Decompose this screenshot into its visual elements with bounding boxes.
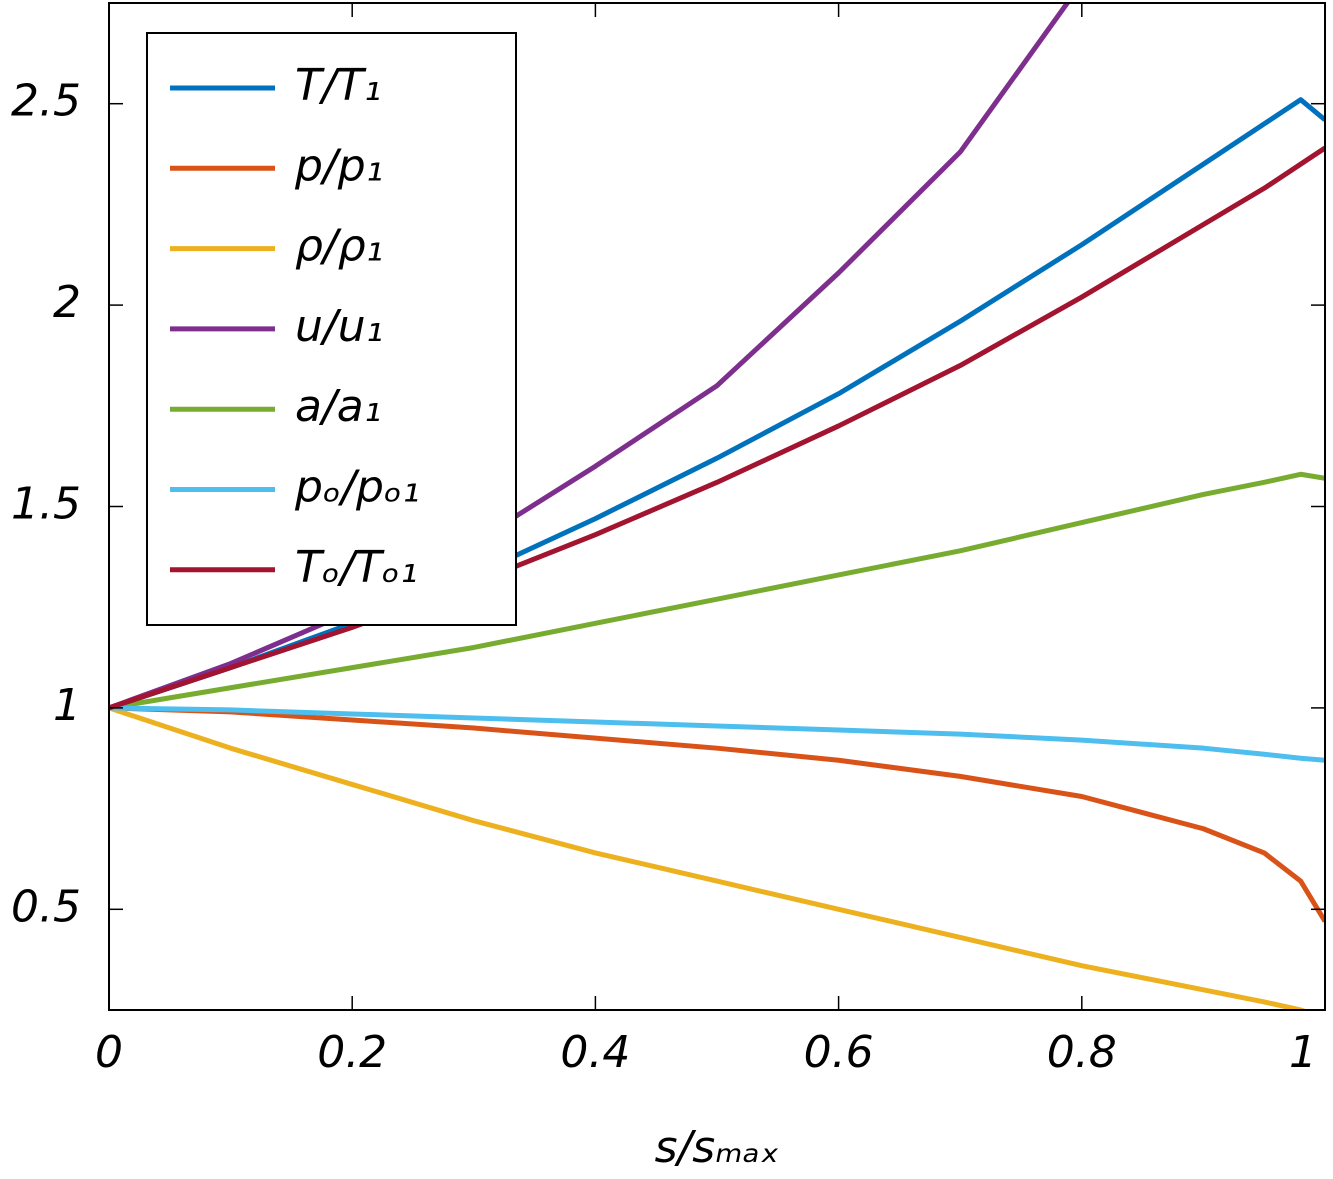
y-tick-label: 2: [53, 277, 81, 328]
x-tick-label: 0.2: [317, 1027, 387, 1078]
y-tick-label: 1.5: [11, 479, 81, 530]
y-tick-label: 1: [53, 680, 81, 731]
x-axis-label: s/sₘₐₓ: [655, 1122, 780, 1173]
legend-label: pₒ/pₒ₁: [294, 462, 420, 513]
y-tick-label: 2.5: [11, 76, 81, 127]
series-line: [109, 705, 1325, 923]
legend-label: ρ/ρ₁: [295, 221, 383, 272]
y-tick-label: 0.5: [11, 881, 81, 932]
legend-label: Tₒ/Tₒ₁: [295, 542, 418, 593]
x-tick-label: 0.8: [1047, 1027, 1117, 1078]
x-tick-label: 0.6: [804, 1027, 874, 1078]
legend-label: T/T₁: [295, 60, 381, 111]
x-tick-label: 0.4: [560, 1027, 630, 1078]
series-line: [109, 705, 1325, 763]
series-line: [109, 471, 1325, 711]
legend-label: u/u₁: [295, 301, 383, 352]
legend: T/T₁ p/p₁ ρ/ρ₁ u/u₁ a/a₁ pₒ/pₒ₁ Tₒ/Tₒ₁: [146, 32, 517, 626]
x-tick-label: 1: [1289, 1027, 1317, 1078]
legend-label: a/a₁: [295, 381, 381, 432]
legend-label: p/p₁: [294, 140, 383, 191]
series-line: [109, 145, 1325, 711]
x-tick-label: 0: [95, 1027, 123, 1078]
series-line: [109, 705, 1309, 1010]
